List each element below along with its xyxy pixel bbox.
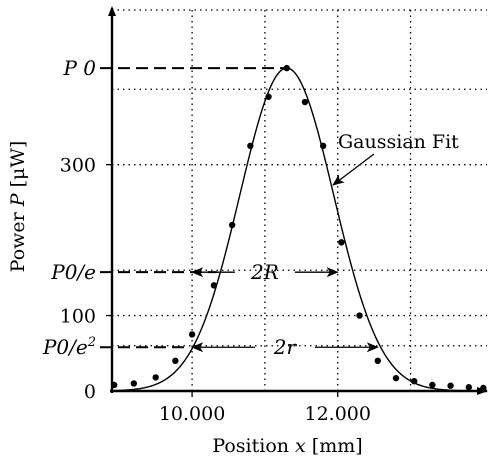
gaussian-fit-label: Gaussian Fit (338, 131, 459, 153)
data-point (338, 239, 345, 246)
gaussian-fit-pointer (332, 153, 375, 186)
data-point (283, 64, 290, 72)
data-point (319, 142, 327, 150)
data-point (465, 384, 472, 391)
y-tick-label: 300 (60, 155, 96, 177)
axis-labels: 0 100 300 10.000 12.000 P 0 P0/e P0/e2 Position … (7, 56, 371, 457)
data-point (410, 377, 418, 385)
gaussian-fit (111, 67, 487, 392)
grid (112, 9, 487, 391)
reference-label-P0-e: P0/e (50, 260, 96, 284)
data-point (374, 357, 381, 365)
data-point (265, 93, 272, 100)
x-tick-label: 10.000 (159, 403, 225, 425)
reference-levels (100, 67, 287, 349)
data-point (130, 380, 138, 387)
axes (106, 6, 488, 397)
x-axis-label: Position x [mm] (212, 435, 362, 457)
data-points (110, 64, 487, 392)
data-point (301, 98, 309, 106)
width-label-2R: 2R (250, 260, 279, 284)
data-point (172, 357, 179, 365)
data-point (210, 282, 218, 289)
data-point (429, 381, 436, 389)
reference-label-P0: P 0 (62, 56, 96, 80)
annotations: 2R 2r Gaussian Fit (191, 131, 459, 359)
reference-label-P0-e2: P0/e2 (42, 335, 96, 359)
width-label-2r: 2r (273, 335, 298, 359)
data-point (228, 221, 236, 229)
data-point (110, 381, 118, 389)
data-point (447, 382, 454, 389)
data-point (152, 374, 159, 381)
y-axis-arrowhead (108, 6, 116, 16)
data-point (392, 374, 400, 382)
y-tick-label: 0 (84, 381, 96, 403)
data-point (188, 331, 196, 338)
data-point (480, 384, 487, 392)
y-tick-label: 100 (60, 306, 96, 328)
data-point (356, 312, 363, 319)
x-tick-label: 12.000 (304, 403, 370, 425)
data-point (247, 142, 254, 150)
gaussian-fit-curve (111, 67, 487, 392)
y-axis-label: Power P [μW] (7, 141, 29, 273)
